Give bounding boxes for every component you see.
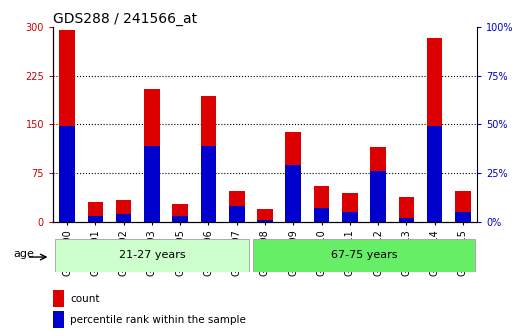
Bar (144, 146, 160, 222)
Bar (399, 197, 414, 222)
Bar (286, 132, 301, 222)
Bar (370, 147, 386, 222)
Bar (314, 208, 329, 222)
Bar (172, 216, 188, 222)
Text: count: count (70, 294, 100, 304)
Bar (55, 239, 249, 272)
Bar (455, 191, 471, 222)
Bar (257, 220, 273, 222)
Text: age: age (13, 249, 34, 259)
Bar (342, 193, 358, 222)
Bar (53, 311, 64, 328)
Text: GDS288 / 241566_at: GDS288 / 241566_at (53, 12, 197, 26)
Bar (59, 126, 75, 222)
Bar (201, 146, 216, 222)
Text: 21-27 years: 21-27 years (119, 250, 186, 260)
Bar (229, 206, 244, 222)
Bar (53, 290, 64, 307)
Bar (87, 202, 103, 222)
Bar (253, 239, 475, 272)
Bar (172, 204, 188, 222)
Bar (286, 165, 301, 222)
Bar (116, 200, 131, 222)
Text: 67-75 years: 67-75 years (331, 250, 397, 260)
Bar (399, 218, 414, 222)
Bar (370, 171, 386, 222)
Bar (144, 89, 160, 222)
Bar (427, 38, 443, 222)
Bar (229, 191, 244, 222)
Bar (257, 209, 273, 222)
Bar (314, 186, 329, 222)
Bar (427, 126, 443, 222)
Text: percentile rank within the sample: percentile rank within the sample (70, 315, 246, 325)
Bar (116, 214, 131, 222)
Bar (59, 30, 75, 222)
Bar (342, 212, 358, 222)
Bar (455, 212, 471, 222)
Bar (87, 216, 103, 222)
Bar (201, 96, 216, 222)
